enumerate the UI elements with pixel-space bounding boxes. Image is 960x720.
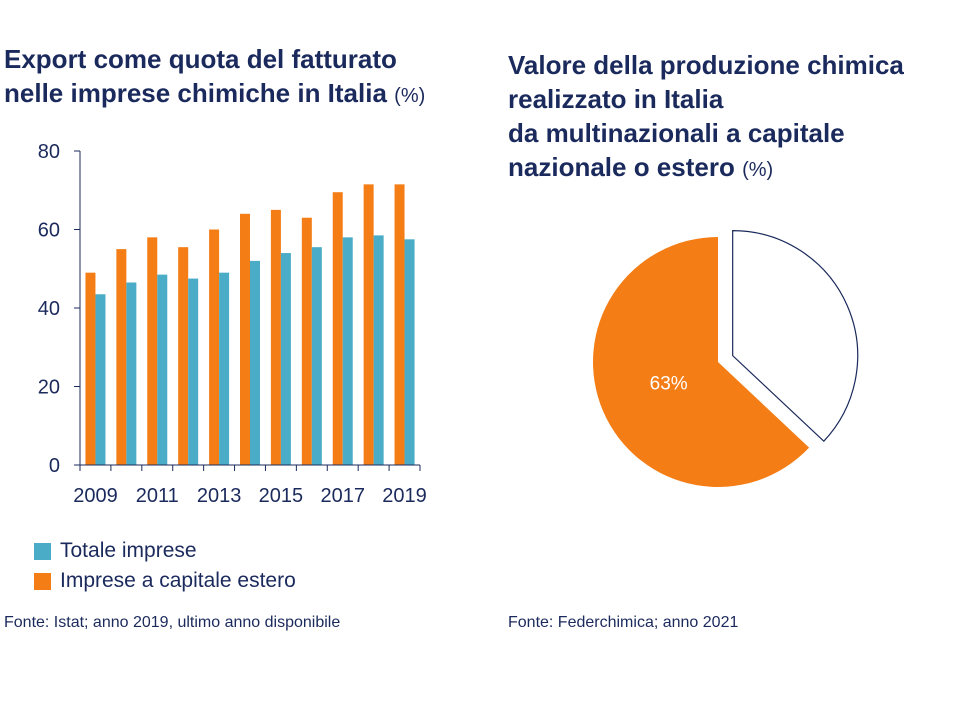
bar-estero-2019 [394,184,405,466]
legend-swatch-totale [34,542,51,560]
legend-swatch-estero [34,572,51,590]
bar-estero-2014 [240,213,250,465]
bar-estero-2016 [301,217,312,465]
x-tick-label-2015: 2015 [259,485,304,507]
production-pie-chart: 63% [593,230,859,487]
left-title-line1: Export come quota del fatturato [4,44,397,74]
bar-chart-legend: Totale imprese Imprese a capitale estero [34,536,296,596]
legend-label-totale: Totale imprese [60,539,197,562]
y-tick-label-80: 80 [38,141,60,163]
bar-totale-2018 [373,235,384,465]
pie-slice-main [593,237,810,487]
y-tick-label-60: 60 [38,220,60,242]
right-title-line3: da multinazionali a capitale [508,118,845,148]
y-tick-label-0: 0 [49,455,60,477]
bar-totale-2014 [250,260,260,465]
legend-item-totale: Totale imprese [34,536,296,566]
x-tick-label-2011: 2011 [136,485,179,507]
left-source-note: Fonte: Istat; anno 2019, ultimo anno dis… [4,614,341,631]
bar-estero-2018 [363,184,374,466]
left-title-unit: (%) [394,85,426,107]
bar-estero-2012 [178,247,189,465]
bar-totale-2013 [219,272,230,465]
x-tick-label-2013: 2013 [197,485,242,507]
pie-slice-other [732,230,859,443]
bar-totale-2011 [157,274,168,465]
left-chart-title: Export come quota del fatturato nelle im… [4,42,484,113]
right-title-unit: (%) [742,159,774,181]
right-chart-title: Valore della produzione chimica realizza… [508,48,958,187]
bar-estero-2010 [116,249,127,465]
bar-totale-2016 [311,247,322,465]
bar-totale-2015 [280,253,291,465]
right-source-note: Fonte: Federchimica; anno 2021 [508,614,739,631]
legend-item-estero: Imprese a capitale estero [34,566,296,596]
x-tick-label-2017: 2017 [320,485,365,507]
bar-estero-2015 [270,209,281,465]
bar-totale-2012 [188,278,199,465]
x-tick-label-2019: 2019 [382,485,427,507]
bar-estero-2013 [209,229,220,465]
left-title-line2: nelle imprese chimiche in Italia [4,78,387,108]
right-title-line1: Valore della produzione chimica [508,50,904,80]
bar-totale-2010 [126,282,137,465]
bar-totale-2009 [95,294,106,465]
pie-slice-main-label: 63% [650,373,688,394]
y-tick-label-20: 20 [38,377,60,399]
export-bar-chart: 0 20 40 60 80 2009 2011 2013 2015 2017 2019 [38,141,427,507]
legend-label-estero: Imprese a capitale estero [60,569,296,592]
right-title-line2: realizzato in Italia [508,84,724,114]
bar-estero-2017 [332,192,343,465]
bar-estero-2009 [85,272,96,465]
right-title-line4: nazionale o estero [508,152,735,182]
bar-totale-2019 [404,239,415,465]
bar-totale-2017 [342,237,353,465]
bar-estero-2011 [147,237,158,465]
y-tick-label-40: 40 [38,298,60,320]
x-tick-label-2009: 2009 [73,485,118,507]
